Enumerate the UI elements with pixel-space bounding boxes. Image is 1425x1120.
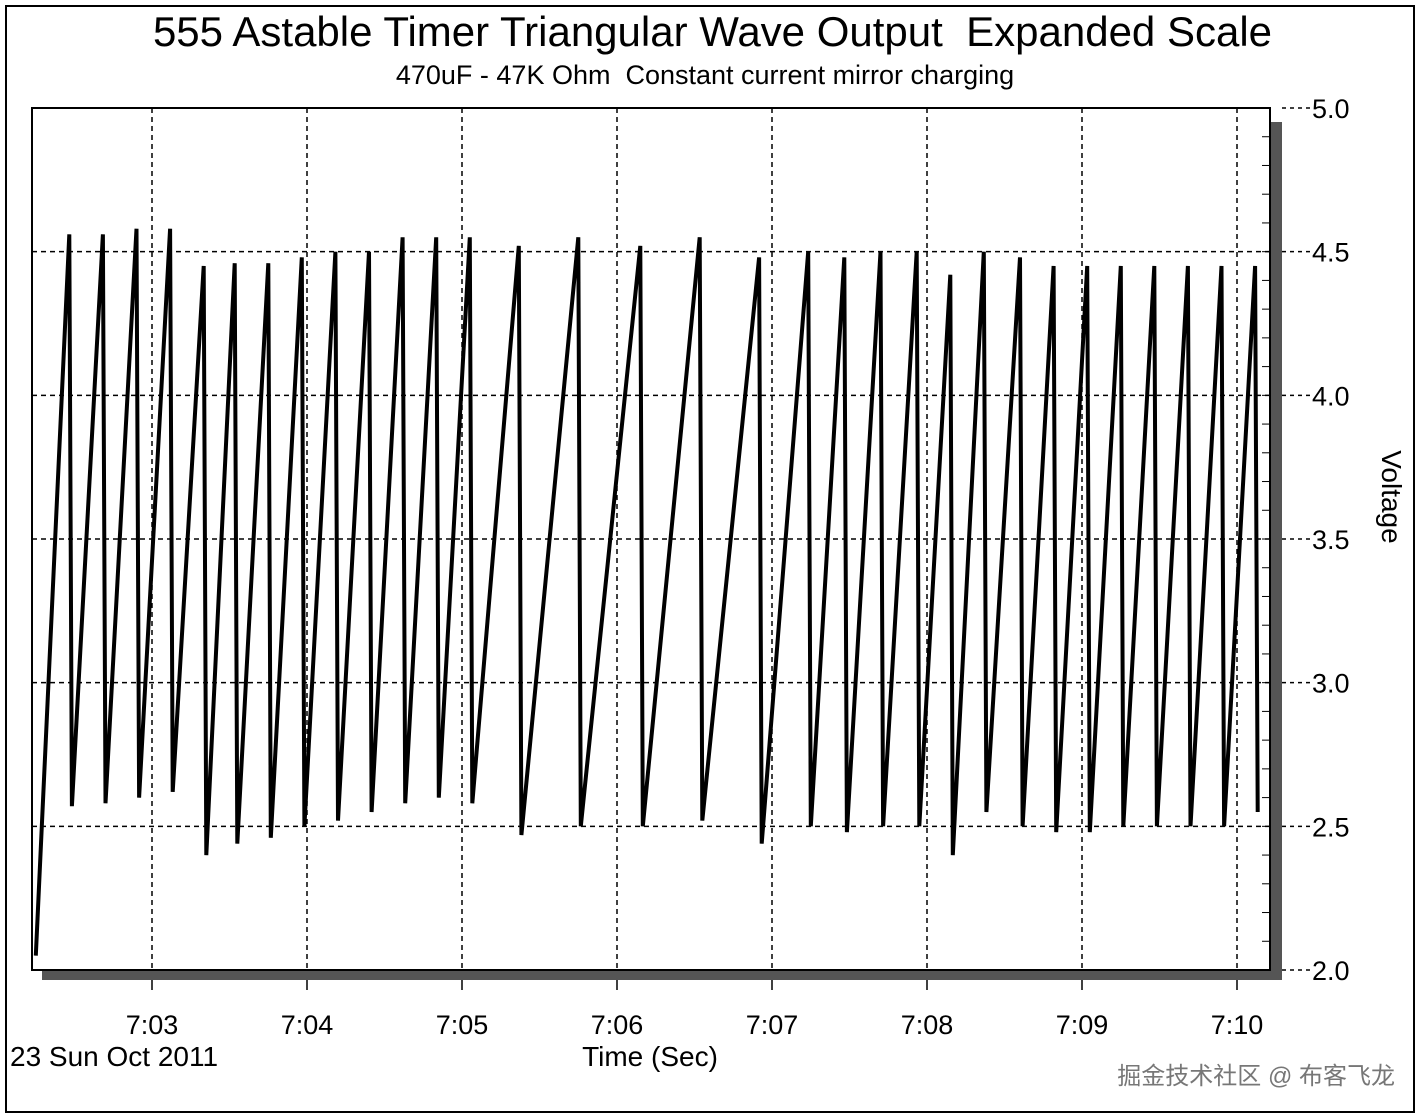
x-tick-label: 7:09 [1056,1010,1109,1040]
x-tick-label: 7:07 [746,1010,799,1040]
watermark-text: 掘金技术社区 @ 布客飞龙 [1117,1063,1395,1090]
y-tick-label: 5.0 [1312,94,1350,124]
series-group [33,228,1260,956]
chart-title: 555 Astable Timer Triangular Wave Output… [152,8,1273,55]
x-tick-label: 7:05 [436,1010,489,1040]
y-tick-label: 4.5 [1312,238,1350,268]
x-tick-label: 7:08 [901,1010,954,1040]
x-tick-label: 7:06 [591,1010,644,1040]
y-tick-label: 2.0 [1312,956,1350,986]
x-axis-label: Time (Sec) [582,1041,718,1072]
y-tick-label: 3.5 [1312,525,1350,555]
x-tick-label: 7:04 [281,1010,334,1040]
chart-frame [5,5,1415,1113]
y-tick-label: 3.0 [1312,669,1350,699]
plot-shadow-bottom [42,970,1282,980]
date-label: 23 Sun Oct 2011 [10,1041,219,1072]
y-tick-label: 4.0 [1312,381,1350,411]
chart-subtitle: 470uF - 47K Ohm Constant current mirror … [395,60,1015,90]
x-axis: 7:03 7:04 7:05 7:06 7:07 7:08 7:09 7:10 [126,980,1264,1040]
plot-shadow-right [1270,122,1282,980]
y-axis: 5.0 4.5 4.0 3.5 3.0 2.5 2.0 [1262,94,1350,986]
x-tick-label: 7:10 [1211,1010,1264,1040]
plot-area [31,107,1271,971]
y-axis-label: Voltage [1376,450,1407,544]
y-tick-label: 2.5 [1312,812,1350,842]
x-tick-label: 7:03 [126,1010,179,1040]
